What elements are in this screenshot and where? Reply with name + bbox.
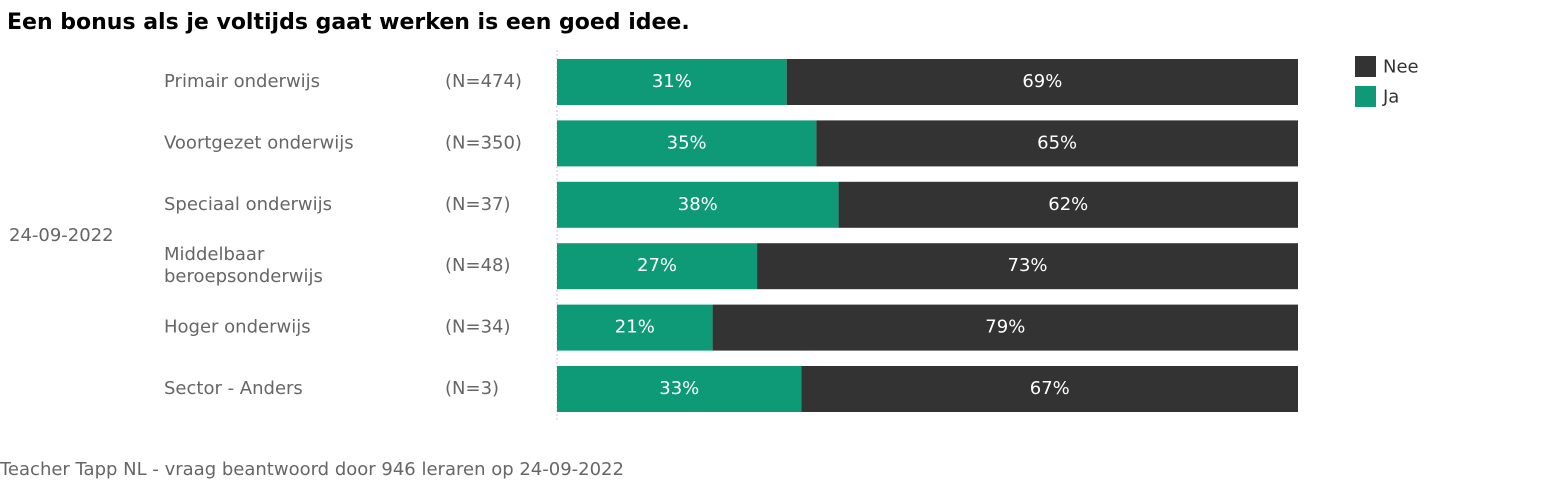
bar-segment-ja	[557, 59, 787, 105]
legend-swatch-nee	[1355, 56, 1376, 77]
legend: Nee Ja	[1355, 56, 1419, 108]
category-label: Sector - Anders	[164, 378, 303, 399]
data-label-nee: 73%	[1008, 255, 1048, 276]
bar-segment-nee	[712, 304, 1298, 351]
sample-size-label: (N=48)	[445, 255, 511, 276]
bar-segment-ja	[557, 304, 713, 351]
data-label-ja: 38%	[678, 194, 718, 215]
category-label: Speciaal onderwijs	[164, 194, 332, 215]
bar-segment-ja	[557, 366, 802, 412]
sample-size-label: (N=34)	[445, 317, 511, 338]
category-label-line: Primair onderwijs	[164, 71, 320, 92]
sample-size-label: (N=474)	[445, 71, 522, 92]
bar-segment-nee	[838, 181, 1298, 228]
category-label-line: beroepsonderwijs	[164, 266, 323, 287]
legend-label-ja: Ja	[1382, 87, 1399, 108]
legend-label-nee: Nee	[1383, 57, 1419, 78]
category-label: Hoger onderwijs	[164, 317, 311, 338]
category-label-line: Hoger onderwijs	[164, 317, 311, 338]
bar-segment-ja	[557, 181, 839, 228]
category-label-line: Sector - Anders	[164, 378, 303, 399]
category-label-line: Voortgezet onderwijs	[164, 132, 354, 153]
sample-size-label: (N=350)	[445, 132, 522, 153]
data-label-nee: 79%	[985, 317, 1025, 338]
category-label: Middelbaar beroepsonderwijs	[164, 244, 323, 287]
legend-swatch-ja	[1355, 86, 1376, 107]
bar-segment-nee	[801, 366, 1298, 412]
data-label-nee: 62%	[1048, 194, 1088, 215]
bar-segment-nee	[816, 120, 1298, 167]
data-label-nee: 69%	[1022, 71, 1062, 92]
category-label: Primair onderwijs	[164, 71, 320, 92]
data-label-ja: 27%	[637, 255, 677, 276]
category-label: Voortgezet onderwijs	[164, 132, 354, 153]
bar-segment-nee	[757, 243, 1298, 290]
sample-size-label: (N=37)	[445, 194, 511, 215]
chart-footer: Teacher Tapp NL - vraag beantwoord door …	[0, 459, 624, 480]
bar-rows: Primair onderwijs (N=474) 31% 69% Voortgezet…	[164, 59, 1298, 412]
sample-size-label: (N=3)	[445, 378, 499, 399]
chart-title: Een bonus als je voltijds gaat werken is…	[7, 10, 690, 35]
data-label-ja: 21%	[615, 317, 655, 338]
data-label-nee: 67%	[1030, 378, 1070, 399]
group-label: 24-09-2022	[9, 225, 114, 246]
category-label-line: Middelbaar	[164, 244, 265, 265]
bar-segment-ja	[557, 243, 758, 290]
category-label-line: Speciaal onderwijs	[164, 194, 332, 215]
bar-segment-ja	[557, 120, 817, 167]
bar-segment-nee	[786, 59, 1298, 105]
data-label-nee: 65%	[1037, 132, 1077, 153]
data-label-ja: 35%	[667, 132, 707, 153]
data-label-ja: 33%	[659, 378, 699, 399]
data-label-ja: 31%	[652, 71, 692, 92]
